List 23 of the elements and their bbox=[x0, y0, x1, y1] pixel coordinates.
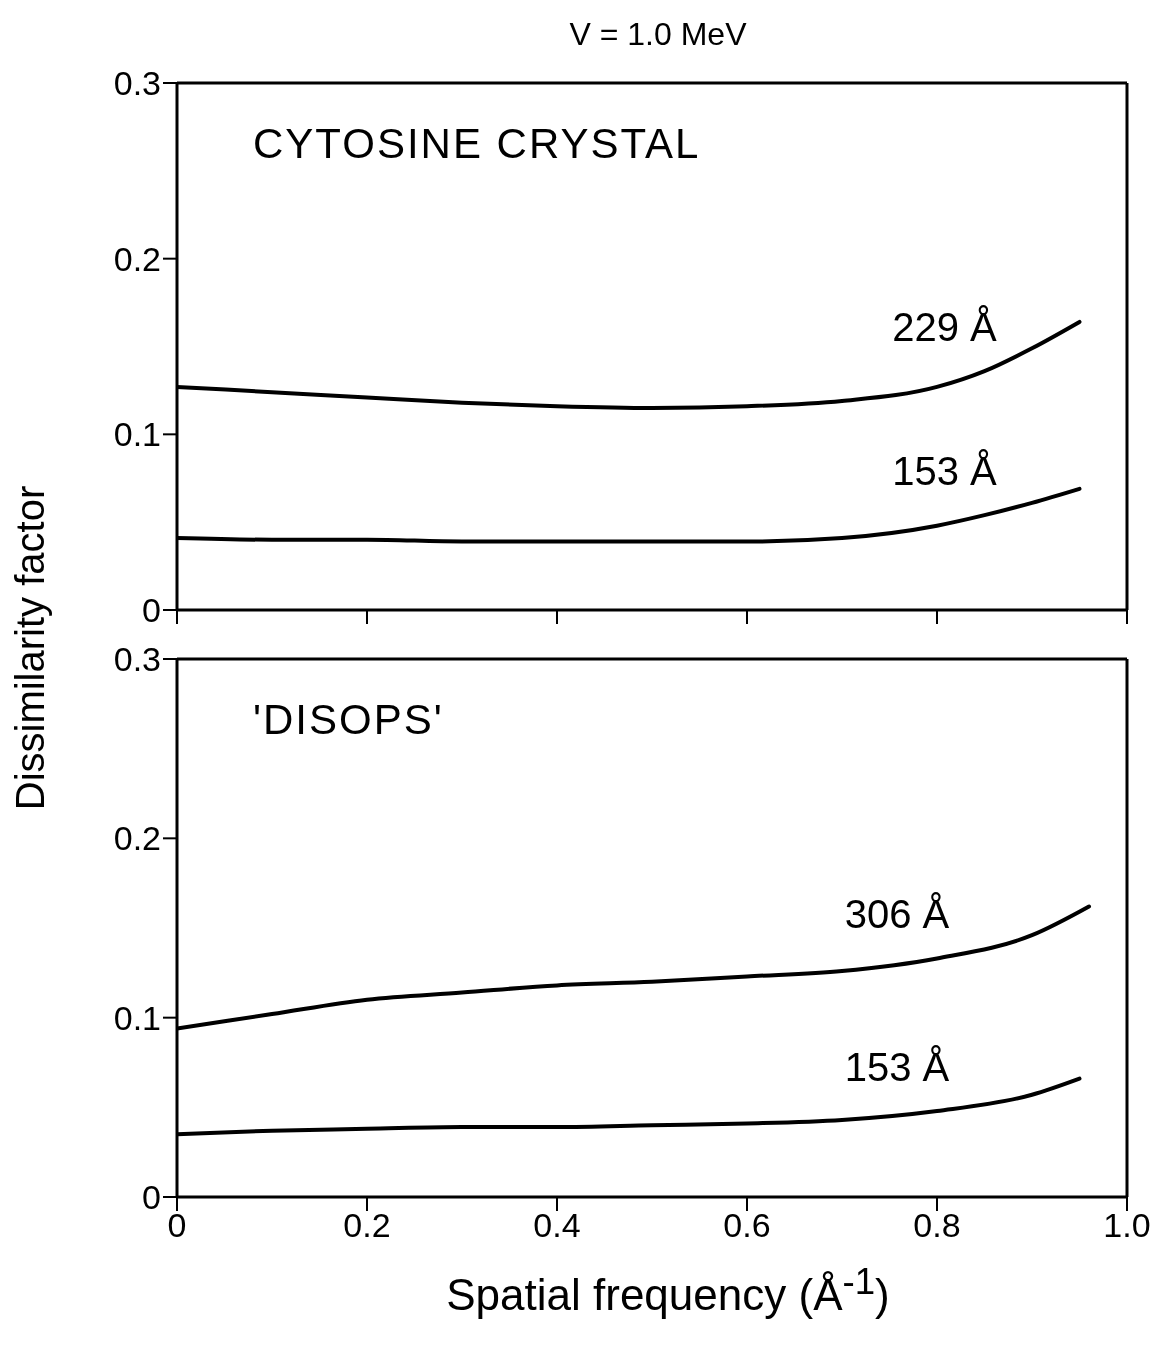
y-tick-label: 0 bbox=[142, 1178, 161, 1217]
y-tick-label: 0.3 bbox=[113, 640, 161, 679]
y-tick-label: 0.1 bbox=[113, 415, 161, 454]
x-tick-label: 0.4 bbox=[533, 1206, 581, 1245]
x-tick-label: 0.6 bbox=[723, 1206, 771, 1245]
series-label: 229 Å bbox=[892, 305, 998, 350]
series-label: 153 Å bbox=[892, 449, 998, 494]
annotation: 'DISOPS' bbox=[253, 696, 444, 744]
x-tick-label: 0.8 bbox=[913, 1206, 961, 1245]
x-tick-label: 0.2 bbox=[343, 1206, 391, 1245]
annotation: CYTOSINE CRYSTAL bbox=[253, 120, 701, 168]
y-tick-label: 0.3 bbox=[113, 64, 161, 103]
x-axis-title: Spatial frequency (Å$^{-1}$) bbox=[445, 1261, 891, 1320]
chart-title: V = 1.0 MeV bbox=[568, 15, 748, 54]
x-tick-label: 0 bbox=[167, 1206, 187, 1245]
series-label: 153 Å bbox=[844, 1044, 950, 1089]
y-tick-label: 0 bbox=[142, 591, 161, 630]
y-tick-label: 0.2 bbox=[113, 239, 161, 278]
series-label: 306 Å bbox=[844, 892, 950, 937]
y-tick-label: 0.1 bbox=[113, 998, 161, 1037]
y-axis-title: Dissimilarity factor bbox=[7, 485, 52, 811]
x-tick-label: 1.0 bbox=[1103, 1206, 1151, 1245]
y-tick-label: 0.2 bbox=[113, 819, 161, 858]
